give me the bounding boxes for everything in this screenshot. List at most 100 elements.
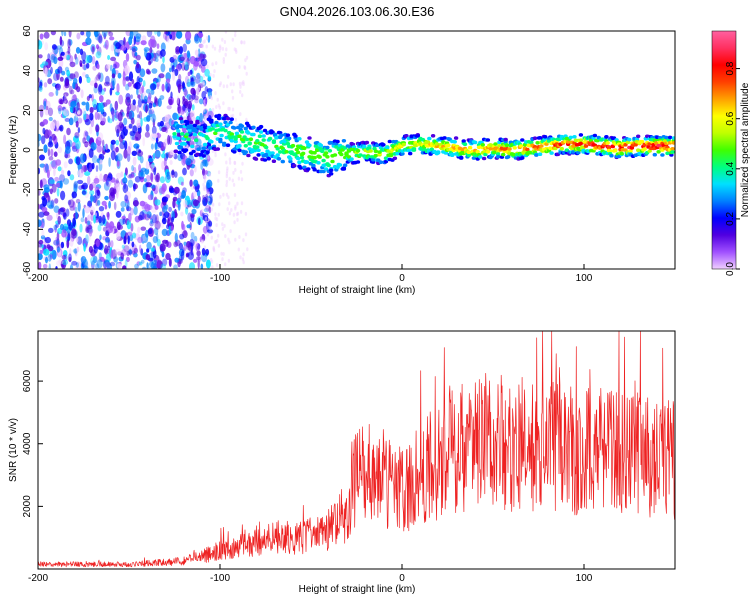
heatmap-cell bbox=[292, 163, 297, 168]
heatmap-cell bbox=[623, 143, 628, 147]
heatmap-cell bbox=[239, 130, 245, 134]
heatmap-cell bbox=[501, 152, 506, 157]
heatmap-cell bbox=[59, 36, 63, 46]
heatmap-cell bbox=[47, 53, 51, 61]
heatmap-cell bbox=[150, 247, 155, 252]
heatmap-cell bbox=[161, 217, 167, 225]
heatmap-cell bbox=[355, 148, 361, 153]
heatmap-cell bbox=[208, 226, 212, 231]
heatmap-cell bbox=[495, 152, 501, 156]
heatmap-cell bbox=[68, 85, 73, 95]
heatmap-cell bbox=[217, 212, 220, 217]
heatmap-cell bbox=[192, 190, 197, 198]
y-tick-label: -20 bbox=[22, 182, 33, 197]
heatmap-cell bbox=[169, 160, 173, 165]
heatmap-cell bbox=[119, 141, 125, 150]
heatmap-cell bbox=[202, 40, 205, 45]
heatmap-cell bbox=[140, 117, 143, 127]
heatmap-cell bbox=[82, 71, 86, 77]
heatmap-cell bbox=[246, 247, 249, 252]
heatmap-cell bbox=[172, 112, 179, 121]
heatmap-cell bbox=[107, 115, 110, 123]
heatmap-cell bbox=[225, 183, 228, 188]
heatmap-cell bbox=[145, 88, 151, 94]
heatmap-cell bbox=[201, 81, 205, 86]
heatmap-cell bbox=[44, 42, 49, 51]
heatmap-cell bbox=[243, 40, 246, 45]
heatmap-cell bbox=[150, 184, 156, 189]
heatmap-cell bbox=[237, 176, 241, 181]
heatmap-cell bbox=[97, 132, 104, 141]
heatmap-cell bbox=[92, 154, 96, 160]
heatmap-cell bbox=[218, 122, 223, 126]
heatmap-cell bbox=[299, 155, 305, 160]
heatmap-cell bbox=[160, 42, 166, 52]
heatmap-cell bbox=[194, 138, 199, 142]
heatmap-cell bbox=[239, 124, 245, 128]
heatmap-cell bbox=[170, 91, 173, 99]
heatmap-cell bbox=[99, 159, 103, 165]
heatmap-cell bbox=[180, 194, 185, 199]
heatmap-cell bbox=[131, 78, 135, 85]
heatmap-cell bbox=[93, 31, 100, 37]
heatmap-cell bbox=[165, 252, 171, 261]
heatmap-cell bbox=[57, 146, 63, 154]
heatmap-cell bbox=[179, 233, 185, 240]
heatmap-cell bbox=[209, 139, 214, 144]
heatmap-cell bbox=[38, 190, 41, 196]
heatmap-cell bbox=[89, 190, 95, 196]
heatmap-cell bbox=[146, 262, 149, 269]
heatmap-cell bbox=[243, 150, 248, 154]
heatmap-cell bbox=[576, 150, 581, 155]
heatmap-cell bbox=[297, 160, 302, 164]
heatmap-cell bbox=[96, 46, 102, 56]
heatmap-cell bbox=[107, 173, 113, 181]
heatmap-cell bbox=[192, 123, 198, 128]
heatmap-cell bbox=[132, 200, 139, 207]
heatmap-cell bbox=[98, 215, 103, 224]
colorbar-gradient bbox=[711, 30, 737, 270]
heatmap-cell bbox=[230, 208, 233, 212]
heatmap-cell bbox=[86, 95, 90, 102]
heatmap-cell bbox=[215, 61, 218, 66]
heatmap-cell bbox=[95, 74, 101, 81]
heatmap-cell bbox=[162, 56, 165, 64]
heatmap-cell bbox=[184, 52, 188, 59]
heatmap-cell bbox=[75, 56, 79, 65]
heatmap-cell bbox=[139, 244, 142, 253]
heatmap-cell bbox=[69, 174, 75, 181]
heatmap-cell bbox=[275, 153, 280, 157]
heatmap-cell bbox=[147, 194, 154, 201]
heatmap-cell bbox=[54, 198, 59, 204]
heatmap-cell bbox=[127, 235, 130, 245]
heatmap-cell bbox=[69, 73, 76, 80]
heatmap-cell bbox=[91, 45, 95, 55]
heatmap-cell bbox=[70, 100, 77, 108]
heatmap-cell bbox=[84, 118, 91, 126]
heatmap-cell bbox=[202, 168, 206, 176]
heatmap-cell bbox=[387, 139, 392, 144]
heatmap-cell bbox=[74, 248, 78, 255]
heatmap-cell bbox=[520, 156, 525, 160]
heatmap-cell bbox=[152, 265, 157, 269]
heatmap-cell bbox=[84, 131, 89, 137]
heatmap-cell bbox=[87, 220, 91, 226]
heatmap-cell bbox=[133, 182, 136, 192]
heatmap-cell bbox=[145, 124, 150, 132]
heatmap-cell bbox=[191, 208, 197, 215]
heatmap-cell bbox=[302, 165, 307, 170]
heatmap-cell bbox=[549, 151, 554, 155]
heatmap-cell bbox=[103, 181, 110, 191]
heatmap-cell bbox=[237, 247, 240, 252]
heatmap-cell bbox=[43, 31, 50, 39]
heatmap-cell bbox=[406, 148, 412, 153]
heatmap-cell bbox=[329, 172, 334, 176]
heatmap-cell bbox=[222, 60, 225, 64]
heatmap-cell bbox=[104, 244, 109, 255]
heatmap-cell bbox=[330, 159, 335, 164]
heatmap-cell bbox=[173, 264, 178, 269]
heatmap-cell bbox=[181, 137, 186, 141]
heatmap-cell bbox=[261, 134, 266, 138]
heatmap-cell bbox=[241, 257, 245, 262]
